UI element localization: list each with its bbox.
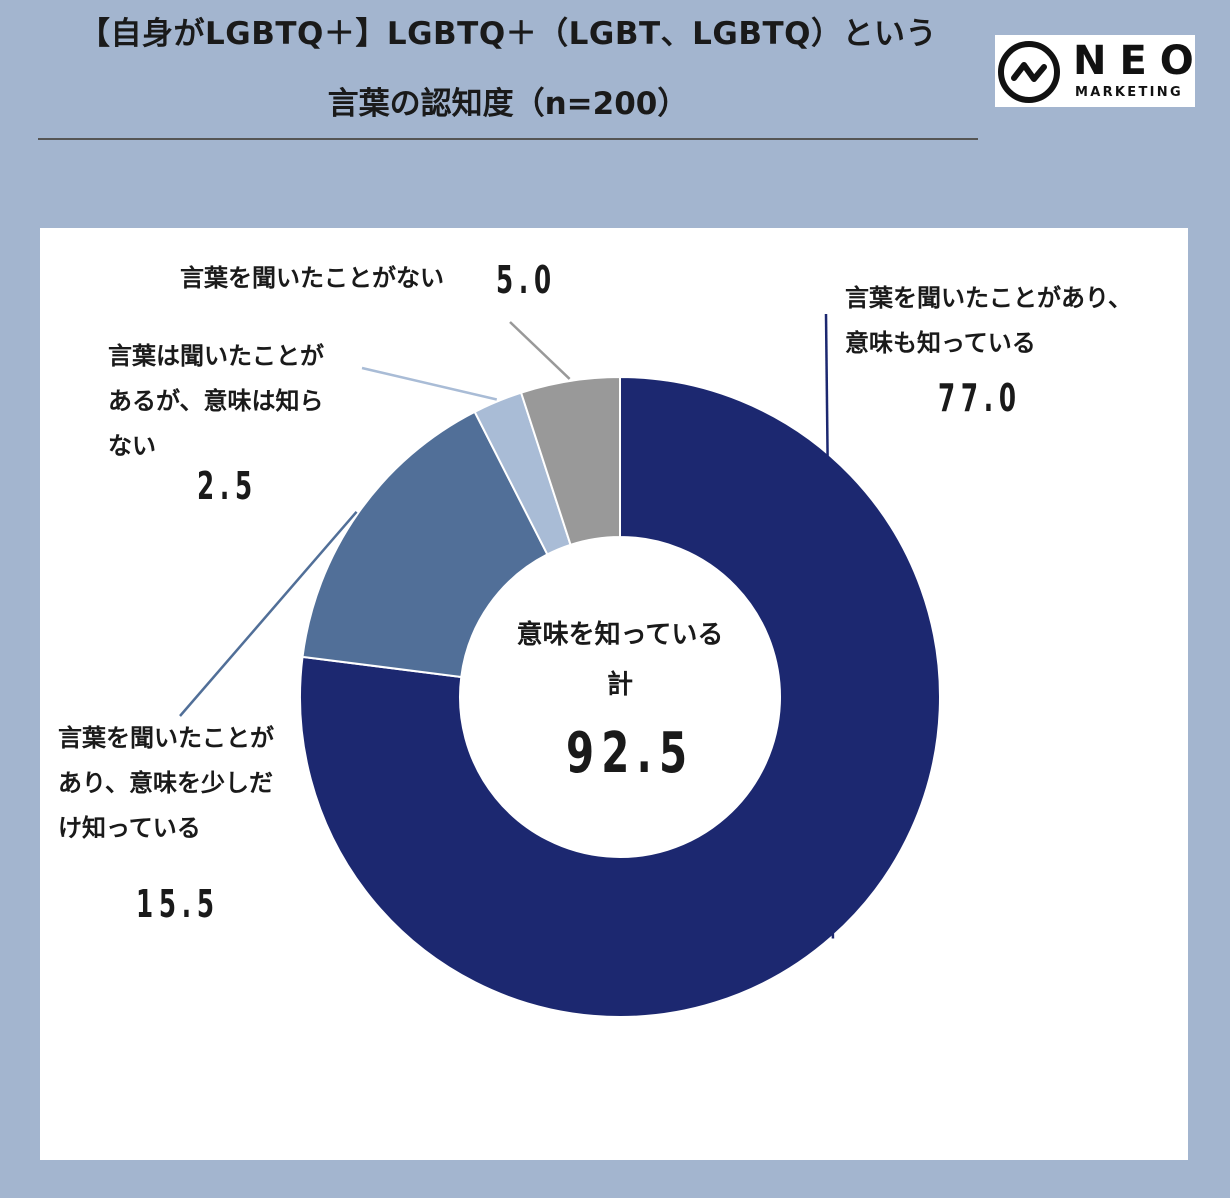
slice-never-heard <box>519 375 621 547</box>
logo-subtitle: MARKETING <box>1075 85 1183 100</box>
chart-title-line-2: 言葉の認知度（n=200） <box>327 86 689 122</box>
slice-label-line: ない <box>108 432 156 460</box>
logo-wordmark: NEO <box>1073 38 1207 84</box>
center-label-line: 意味を知っている <box>516 620 724 650</box>
slice-label-line: 言葉は聞いたことが <box>108 342 324 370</box>
slice-knows-meaning <box>299 375 941 1018</box>
title-divider <box>38 138 978 140</box>
slice-label-knows-a-little: 言葉を聞いたことが あり、意味を少しだ け知っている <box>58 716 274 851</box>
leader-line <box>509 321 571 380</box>
slice-label-knows-meaning: 言葉を聞いたことがあり、 意味も知っている <box>845 276 1132 366</box>
slice-value-heard-only: 2.5 <box>197 464 258 508</box>
center-label-line: 計 <box>606 670 633 700</box>
donut-chart <box>179 313 941 1018</box>
slice-value-never-heard: 5.0 <box>496 258 557 302</box>
chart-panel: 言葉を聞いたことがあり、 意味も知っている 77.0 言葉を聞いたことが あり、… <box>40 228 1188 1160</box>
center-total-value: 92.5 <box>566 721 695 786</box>
slice-label-line: 言葉を聞いたことがあり、 <box>845 284 1133 312</box>
slice-label-line: 意味も知っている <box>845 329 1036 357</box>
chart-title-line-1: 【自身がLGBTQ＋】LGBTQ＋（LGBT、LGBTQ）という <box>79 16 937 52</box>
slice-label-never-heard: 言葉を聞いたことがない <box>180 256 444 301</box>
leader-line <box>179 511 358 717</box>
slice-value-knows-a-little: 15.5 <box>136 882 220 926</box>
logo-wave-icon <box>998 41 1060 103</box>
leader-line <box>824 313 835 939</box>
center-label: 意味を知っている 計 <box>480 610 760 710</box>
slice-label-line: 言葉を聞いたことが <box>58 724 274 752</box>
neo-marketing-logo: NEO MARKETING <box>995 35 1195 107</box>
slice-label-line: 言葉を聞いたことがない <box>180 264 444 292</box>
slice-label-line: あるが、意味は知ら <box>108 387 324 415</box>
leader-line <box>361 366 498 401</box>
slice-value-knows-meaning: 77.0 <box>938 376 1022 420</box>
slice-label-line: あり、意味を少しだ <box>58 769 274 797</box>
slice-knows-a-little <box>301 410 549 679</box>
slice-label-line: け知っている <box>58 814 201 842</box>
slice-label-heard-only: 言葉は聞いたことが あるが、意味は知ら ない <box>108 334 324 469</box>
